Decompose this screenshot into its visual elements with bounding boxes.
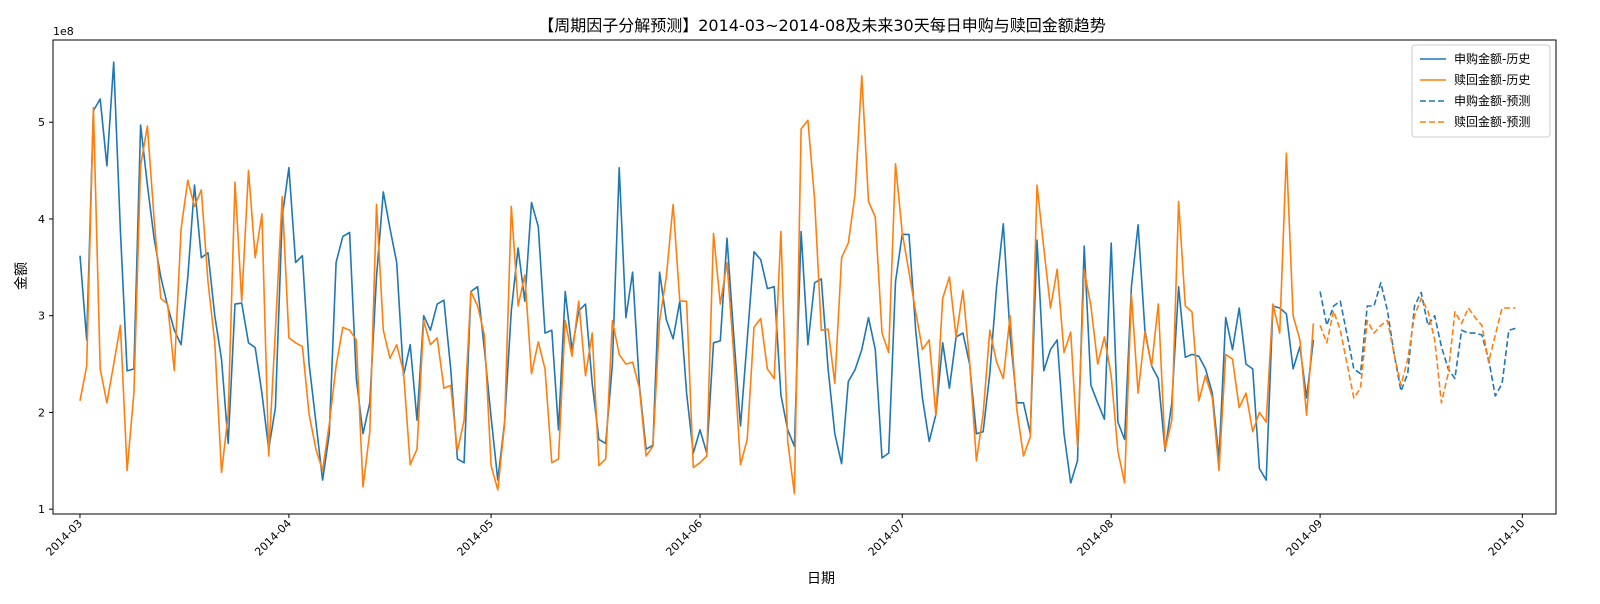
y-tick-label: 2 — [38, 406, 45, 419]
y-tick-label: 4 — [38, 213, 45, 226]
y-tick-label: 5 — [38, 116, 45, 129]
plot-frame — [52, 39, 1557, 515]
legend-label-1: 赎回金额-历史 — [1454, 72, 1530, 87]
y-offset-label: 1e8 — [53, 25, 74, 38]
legend-label-0: 申购金额-历史 — [1454, 51, 1530, 66]
legend-label-3: 赎回金额-预测 — [1454, 114, 1530, 129]
series-line-3 — [1319, 297, 1516, 404]
y-axis-label: 金额 — [14, 262, 30, 290]
x-axis-label: 日期 — [807, 571, 835, 587]
series-line-2 — [1319, 281, 1516, 397]
legend-label-2: 申购金额-预测 — [1454, 93, 1530, 108]
series-line-0 — [79, 61, 1315, 484]
y-tick-label: 1 — [38, 503, 45, 516]
y-tick-label: 3 — [38, 310, 45, 323]
chart-title: 【周期因子分解预测】2014-03~2014-08及未来30天每日申购与赎回金额… — [538, 16, 1105, 35]
series-line-1 — [79, 75, 1315, 495]
legend-box — [1411, 44, 1551, 138]
